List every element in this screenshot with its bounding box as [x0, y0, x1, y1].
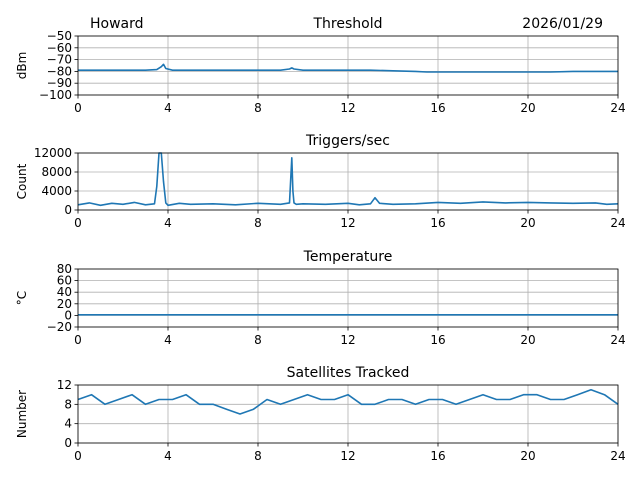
series-line-0	[77, 388, 619, 415]
x-tick-label: 24	[610, 449, 625, 463]
x-tick-label: 12	[340, 333, 355, 347]
y-tick-label: 0	[64, 308, 72, 322]
x-tick-label: 24	[610, 101, 625, 115]
x-tick-label: 0	[74, 449, 82, 463]
x-tick-label: 8	[254, 333, 262, 347]
x-tick-label: 16	[430, 333, 445, 347]
date-label: 2026/01/29	[522, 16, 603, 32]
x-tick-label: 20	[520, 449, 535, 463]
y-tick-label: −100	[39, 88, 72, 102]
x-tick-label: 16	[430, 101, 445, 115]
y-tick-label: 8000	[41, 165, 72, 179]
chart-title: Satellites Tracked	[287, 365, 410, 381]
x-tick-label: 4	[164, 216, 172, 230]
y-tick-label: 20	[57, 297, 72, 311]
y-tick-label: −90	[47, 76, 72, 90]
x-tick-label: 16	[430, 449, 445, 463]
x-tick-label: 12	[340, 216, 355, 230]
y-tick-label: 0	[64, 436, 72, 450]
y-tick-label: −60	[47, 41, 72, 55]
y-tick-label: 80	[57, 262, 72, 276]
y-tick-label: −50	[47, 29, 72, 43]
x-tick-label: 12	[340, 101, 355, 115]
x-tick-label: 4	[164, 101, 172, 115]
y-tick-label: 12	[57, 378, 72, 392]
y-axis-label: Count	[15, 163, 29, 199]
x-tick-label: 20	[520, 333, 535, 347]
x-tick-label: 8	[254, 101, 262, 115]
series-line-0	[77, 152, 619, 207]
station-name: Howard	[90, 16, 144, 32]
x-tick-label: 20	[520, 101, 535, 115]
y-axis-label: Number	[15, 390, 29, 438]
x-tick-label: 0	[74, 333, 82, 347]
y-tick-label: 0	[64, 203, 72, 217]
y-tick-label: 60	[57, 274, 72, 288]
x-tick-label: 24	[610, 216, 625, 230]
x-tick-label: 8	[254, 449, 262, 463]
y-tick-label: 8	[64, 397, 72, 411]
chart-panel-1: 0 4 8 12 16 20 24 0 4000 8000 12000 Triggers/sec Cou…	[15, 133, 626, 230]
y-axis-label: °C	[15, 291, 29, 305]
x-tick-label: 16	[430, 216, 445, 230]
series-line-0	[78, 63, 618, 73]
y-tick-label: 4	[64, 417, 72, 431]
y-tick-label: 12000	[34, 146, 72, 160]
y-tick-label: −80	[47, 64, 72, 78]
y-tick-label: 40	[57, 285, 72, 299]
chart-title: Triggers/sec	[305, 133, 390, 149]
chart-panel-3: 0 4 8 12 16 20 24 0 4 8 12 Satellites Tracked Number	[15, 365, 626, 463]
y-tick-label: −70	[47, 53, 72, 67]
chart-panel-0: 0 4 8 12 16 20 24 −100−90−80−70−60−50 Threshold d…	[15, 16, 626, 115]
x-tick-label: 4	[164, 333, 172, 347]
chart-title: Threshold	[313, 16, 383, 32]
x-tick-label: 20	[520, 216, 535, 230]
y-axis-label: dBm	[15, 52, 29, 80]
x-tick-label: 0	[74, 101, 82, 115]
x-tick-label: 12	[340, 449, 355, 463]
x-tick-label: 8	[254, 216, 262, 230]
y-tick-label: −20	[47, 320, 72, 334]
x-tick-label: 24	[610, 333, 625, 347]
x-tick-label: 4	[164, 449, 172, 463]
x-tick-label: 0	[74, 216, 82, 230]
y-tick-label: 4000	[41, 184, 72, 198]
chart-title: Temperature	[303, 249, 393, 265]
